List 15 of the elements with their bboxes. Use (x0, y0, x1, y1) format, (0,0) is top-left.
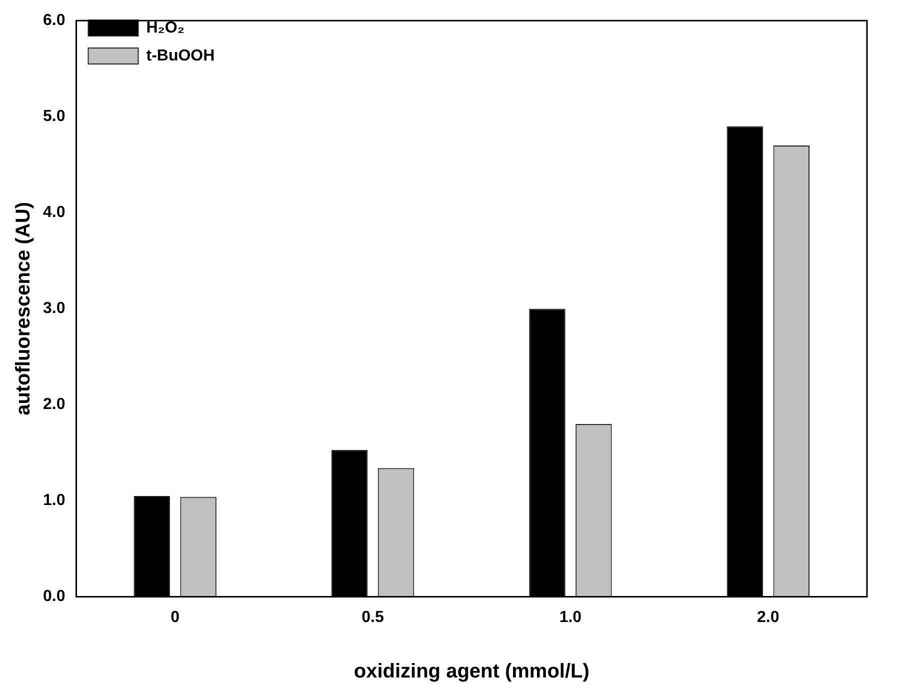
y-tick-label: 0.0 (42, 588, 66, 606)
legend-label: t-BuOOH (146, 47, 215, 64)
x-tick-label: 2.0 (757, 608, 780, 626)
legend-label: H₂O₂ (146, 19, 184, 36)
y-tick-label: 3.0 (42, 300, 66, 318)
x-tick-label: 0.5 (362, 608, 384, 626)
x-tick-label: 0 (170, 608, 180, 626)
x-tick-label: 1.0 (559, 608, 582, 626)
y-axis-title: autofluorescence (AU) (12, 202, 35, 416)
y-tick-label: 4.0 (42, 204, 66, 222)
y-tick-label: 6.0 (42, 12, 66, 30)
y-tick-label: 1.0 (42, 492, 66, 510)
x-axis-title: oxidizing agent (mmol/L) (354, 660, 590, 683)
y-tick-label: 2.0 (42, 396, 66, 414)
y-tick-label: 5.0 (42, 108, 66, 126)
